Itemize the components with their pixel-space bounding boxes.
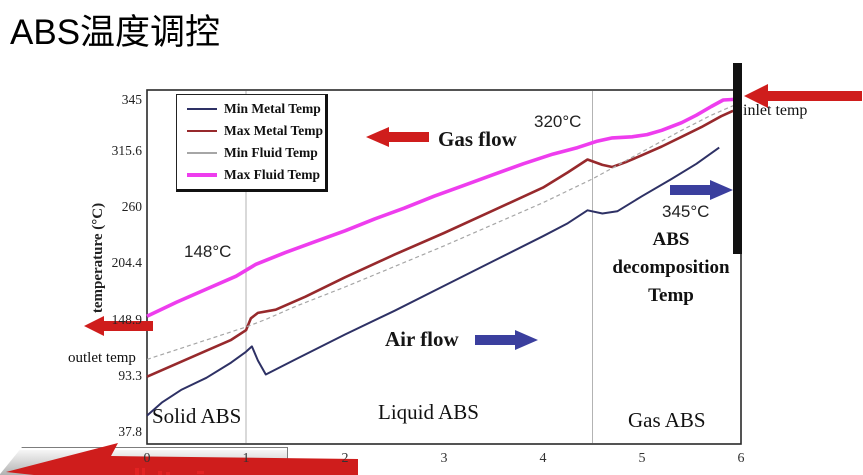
decomposition-arrow-right-icon <box>670 180 733 200</box>
x-tick-label: 4 <box>539 451 547 466</box>
legend-item-min-fluid: Min Fluid Temp <box>187 143 325 163</box>
curve-max-fluid-temp <box>146 97 742 318</box>
min-metal-line-swatch <box>187 108 217 110</box>
inlet-temp-label: inlet temp <box>743 102 808 119</box>
legend-item-min-metal: Min Metal Temp <box>187 99 325 119</box>
decomposition-line-3: Temp <box>648 285 694 306</box>
legend-label: Min Fluid Temp <box>224 145 318 160</box>
y-tick-label: 260 <box>121 199 142 215</box>
legend-label: Max Metal Temp <box>224 123 323 138</box>
inlet-temp-bar <box>733 63 742 254</box>
region-solid-abs-label: Solid ABS <box>152 404 242 428</box>
air-flow-label: Air flow <box>385 327 459 351</box>
y-tick-label: 37.8 <box>118 424 142 439</box>
bottom-arrow-left-icon <box>6 443 358 475</box>
max-metal-line-swatch <box>187 129 217 133</box>
x-tick-label: 2 <box>341 451 349 466</box>
legend-item-max-metal: Max Metal Temp <box>187 121 325 141</box>
y-tick-label: 93.3 <box>118 367 142 383</box>
decomposition-line-1: ABS <box>652 229 690 250</box>
y-tick-label: 315.6 <box>111 142 142 158</box>
gas-flow-arrow-left-icon <box>366 127 429 147</box>
outlet-arrow-left-icon <box>84 316 153 336</box>
min-fluid-line-swatch <box>187 152 217 154</box>
curve-max-metal-temp <box>146 109 734 378</box>
temperature-curves <box>146 97 742 417</box>
region-liquid-abs-label: Liquid ABS <box>378 400 479 424</box>
max-fluid-line-swatch <box>187 173 217 177</box>
temp-320-label: 320°C <box>534 112 582 131</box>
x-tick-label: 1 <box>242 451 250 466</box>
gas-flow-label: Gas flow <box>438 127 517 151</box>
legend-item-max-fluid: Max Fluid Temp <box>187 165 325 185</box>
y-tick-label: 204.4 <box>111 255 142 271</box>
legend-label: Max Fluid Temp <box>224 167 321 182</box>
cutoff-red-text <box>135 468 204 475</box>
inlet-arrow-left-icon <box>744 84 862 108</box>
temp-148-label: 148°C <box>184 242 232 261</box>
plot-frame <box>146 89 742 445</box>
chart-legend: Min Metal Temp Max Metal Temp Min Fluid … <box>176 94 328 192</box>
y-tick-label: 345 <box>121 92 142 107</box>
x-tick-label: 6 <box>737 451 745 466</box>
page-title: ABS温度调控 <box>10 13 221 52</box>
y-tick-label: 148.9 <box>111 311 142 327</box>
x-tick-label: 5 <box>638 451 646 466</box>
air-flow-arrow-right-icon <box>475 330 538 350</box>
legend-label: Min Metal Temp <box>224 101 321 116</box>
outlet-temp-label: outlet temp <box>68 350 136 366</box>
region-gas-abs-label: Gas ABS <box>628 408 706 432</box>
x-tick-label: 0 <box>143 451 151 466</box>
curve-min-fluid-temp <box>146 103 737 360</box>
x-tick-label: 3 <box>440 451 448 466</box>
abs-decomposition-label: ABS decomposition Temp <box>595 226 747 310</box>
curve-min-metal-temp <box>146 146 720 417</box>
temp-345-label: 345°C <box>662 202 710 221</box>
decomposition-line-2: decomposition <box>612 257 730 278</box>
